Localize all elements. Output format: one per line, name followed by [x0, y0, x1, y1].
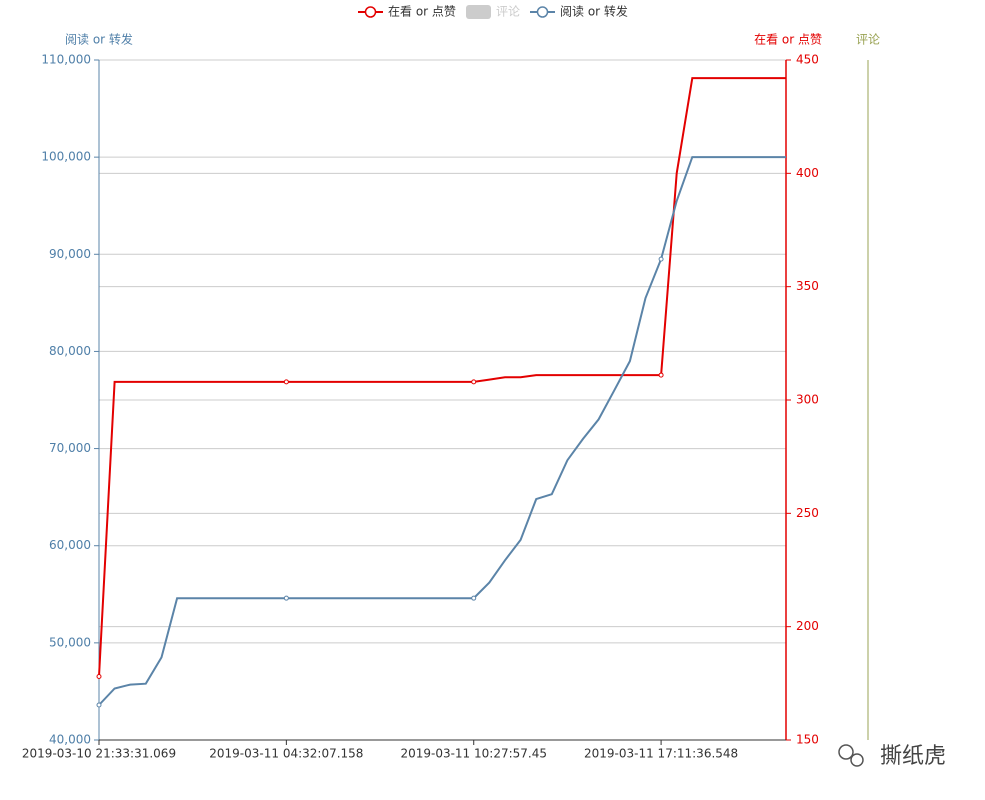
y2-tick-label: 250 [796, 506, 819, 520]
series-line [98, 77, 786, 677]
x-tick-label: 2019-03-10 21:33:31.069 [22, 747, 176, 761]
legend-label: 阅读 or 转发 [560, 4, 628, 19]
point [283, 595, 289, 601]
y-tick-label: 80,000 [49, 344, 91, 358]
watermark-text: 撕纸虎 [880, 744, 946, 769]
x-tick-label: 2019-03-11 10:27:57.45 [400, 747, 547, 761]
y-axis-name: 阅读 or 转发 [65, 32, 133, 47]
series-line [98, 156, 786, 706]
x-tick-label: 2019-03-11 17:11:36.548 [584, 747, 738, 761]
point [471, 595, 477, 601]
y2-axis-name: 在看 or 点赞 [754, 33, 822, 47]
watermark-icon [838, 744, 854, 760]
x-tick-label: 2019-03-11 04:32:07.158 [209, 747, 363, 761]
y2-tick-label: 150 [796, 733, 819, 747]
point [658, 372, 664, 378]
y-tick-label: 70,000 [49, 441, 91, 455]
y-tick-label: 60,000 [49, 538, 91, 552]
y2-tick-label: 400 [796, 166, 819, 180]
legend-icon [364, 6, 377, 18]
point [283, 379, 289, 385]
y2-tick-label: 200 [796, 619, 819, 633]
y-tick-label: 50,000 [49, 635, 91, 649]
legend-icon [466, 5, 491, 19]
point [96, 702, 102, 708]
y2-tick-label: 300 [796, 393, 819, 407]
y2-tick-label: 450 [796, 53, 819, 67]
legend-icon [536, 6, 549, 18]
legend-label: 在看 or 点赞 [388, 5, 456, 19]
y-tick-label: 40,000 [49, 733, 91, 747]
point [471, 379, 477, 385]
watermark-icon [850, 753, 864, 767]
point [96, 674, 102, 680]
legend-label: 评论 [496, 5, 520, 19]
y-tick-label: 90,000 [49, 247, 91, 261]
y3-axis-name: 评论 [856, 33, 880, 47]
y2-tick-label: 350 [796, 279, 819, 293]
watermark: 撕纸虎 [838, 744, 946, 769]
point [658, 256, 664, 262]
y-tick-label: 110,000 [41, 53, 91, 67]
y-tick-label: 100,000 [41, 150, 91, 164]
